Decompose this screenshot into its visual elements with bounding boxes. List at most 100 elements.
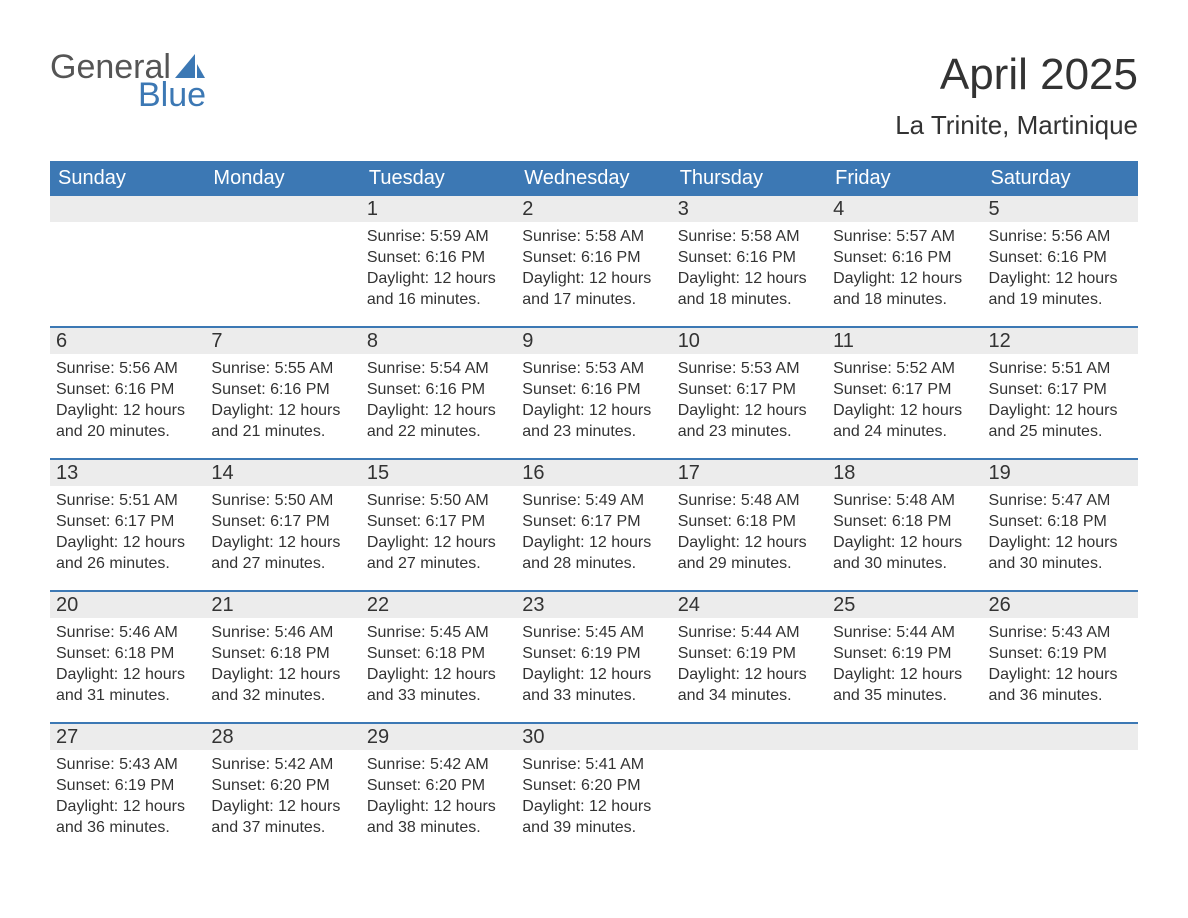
sunrise-text: Sunrise: 5:45 AM xyxy=(522,622,665,643)
daylight-text: Daylight: 12 hours and 30 minutes. xyxy=(989,532,1132,574)
daylight-text: Daylight: 12 hours and 23 minutes. xyxy=(522,400,665,442)
sunrise-text: Sunrise: 5:48 AM xyxy=(833,490,976,511)
day-cell: 2Sunrise: 5:58 AMSunset: 6:16 PMDaylight… xyxy=(516,196,671,326)
day-body: Sunrise: 5:54 AMSunset: 6:16 PMDaylight:… xyxy=(361,354,516,442)
page-header: General Blue April 2025 La Trinite, Mart… xyxy=(50,50,1138,141)
week-row: ..1Sunrise: 5:59 AMSunset: 6:16 PMDaylig… xyxy=(50,196,1138,326)
day-number: 4 xyxy=(827,196,982,222)
week-row: 20Sunrise: 5:46 AMSunset: 6:18 PMDayligh… xyxy=(50,590,1138,722)
weeks-container: ..1Sunrise: 5:59 AMSunset: 6:16 PMDaylig… xyxy=(50,196,1138,854)
daylight-text: Daylight: 12 hours and 25 minutes. xyxy=(989,400,1132,442)
weekday-header: Wednesday xyxy=(516,161,671,196)
sunset-text: Sunset: 6:16 PM xyxy=(367,379,510,400)
daylight-text: Daylight: 12 hours and 39 minutes. xyxy=(522,796,665,838)
day-body: Sunrise: 5:44 AMSunset: 6:19 PMDaylight:… xyxy=(827,618,982,706)
day-body xyxy=(205,222,360,226)
sunset-text: Sunset: 6:20 PM xyxy=(211,775,354,796)
daylight-text: Daylight: 12 hours and 37 minutes. xyxy=(211,796,354,838)
daylight-text: Daylight: 12 hours and 33 minutes. xyxy=(367,664,510,706)
sunrise-text: Sunrise: 5:46 AM xyxy=(211,622,354,643)
sunset-text: Sunset: 6:17 PM xyxy=(833,379,976,400)
daylight-text: Daylight: 12 hours and 38 minutes. xyxy=(367,796,510,838)
sunset-text: Sunset: 6:17 PM xyxy=(678,379,821,400)
sunrise-text: Sunrise: 5:58 AM xyxy=(522,226,665,247)
sunset-text: Sunset: 6:20 PM xyxy=(522,775,665,796)
sunrise-text: Sunrise: 5:57 AM xyxy=(833,226,976,247)
daylight-text: Daylight: 12 hours and 26 minutes. xyxy=(56,532,199,574)
daylight-text: Daylight: 12 hours and 34 minutes. xyxy=(678,664,821,706)
day-cell: 10Sunrise: 5:53 AMSunset: 6:17 PMDayligh… xyxy=(672,328,827,458)
week-row: 27Sunrise: 5:43 AMSunset: 6:19 PMDayligh… xyxy=(50,722,1138,854)
sunrise-text: Sunrise: 5:51 AM xyxy=(989,358,1132,379)
day-cell: . xyxy=(50,196,205,326)
day-number: 13 xyxy=(50,460,205,486)
daylight-text: Daylight: 12 hours and 18 minutes. xyxy=(678,268,821,310)
day-number: 24 xyxy=(672,592,827,618)
day-number: 1 xyxy=(361,196,516,222)
sunset-text: Sunset: 6:18 PM xyxy=(56,643,199,664)
day-number: 21 xyxy=(205,592,360,618)
day-body: Sunrise: 5:58 AMSunset: 6:16 PMDaylight:… xyxy=(516,222,671,310)
day-body: Sunrise: 5:46 AMSunset: 6:18 PMDaylight:… xyxy=(50,618,205,706)
day-body: Sunrise: 5:45 AMSunset: 6:19 PMDaylight:… xyxy=(516,618,671,706)
day-cell: 30Sunrise: 5:41 AMSunset: 6:20 PMDayligh… xyxy=(516,724,671,854)
daylight-text: Daylight: 12 hours and 35 minutes. xyxy=(833,664,976,706)
day-body: Sunrise: 5:59 AMSunset: 6:16 PMDaylight:… xyxy=(361,222,516,310)
day-number: 11 xyxy=(827,328,982,354)
day-body: Sunrise: 5:43 AMSunset: 6:19 PMDaylight:… xyxy=(983,618,1138,706)
day-cell: 16Sunrise: 5:49 AMSunset: 6:17 PMDayligh… xyxy=(516,460,671,590)
day-body: Sunrise: 5:50 AMSunset: 6:17 PMDaylight:… xyxy=(361,486,516,574)
weekday-header: Monday xyxy=(205,161,360,196)
sunset-text: Sunset: 6:19 PM xyxy=(522,643,665,664)
day-body xyxy=(827,750,982,754)
sunrise-text: Sunrise: 5:44 AM xyxy=(678,622,821,643)
day-body: Sunrise: 5:51 AMSunset: 6:17 PMDaylight:… xyxy=(983,354,1138,442)
day-number: 18 xyxy=(827,460,982,486)
day-cell: 18 Sunrise: 5:48 AMSunset: 6:18 PMDayligh… xyxy=(827,460,982,590)
daylight-text: Daylight: 12 hours and 30 minutes. xyxy=(833,532,976,574)
sunrise-text: Sunrise: 5:56 AM xyxy=(56,358,199,379)
day-number: 17 xyxy=(672,460,827,486)
logo-text-bottom: Blue xyxy=(50,78,206,112)
day-number: . xyxy=(205,196,360,222)
sunrise-text: Sunrise: 5:59 AM xyxy=(367,226,510,247)
day-number: 27 xyxy=(50,724,205,750)
day-cell: 22Sunrise: 5:45 AMSunset: 6:18 PMDayligh… xyxy=(361,592,516,722)
sunset-text: Sunset: 6:18 PM xyxy=(211,643,354,664)
day-cell: 20Sunrise: 5:46 AMSunset: 6:18 PMDayligh… xyxy=(50,592,205,722)
day-cell: 11Sunrise: 5:52 AMSunset: 6:17 PMDayligh… xyxy=(827,328,982,458)
day-body: Sunrise: 5:50 AMSunset: 6:17 PMDaylight:… xyxy=(205,486,360,574)
sunset-text: Sunset: 6:19 PM xyxy=(678,643,821,664)
sunset-text: Sunset: 6:18 PM xyxy=(833,511,976,532)
sunrise-text: Sunrise: 5:55 AM xyxy=(211,358,354,379)
day-cell: . xyxy=(827,724,982,854)
day-number: 22 xyxy=(361,592,516,618)
sunrise-text: Sunrise: 5:48 AM xyxy=(678,490,821,511)
sunrise-text: Sunrise: 5:50 AM xyxy=(211,490,354,511)
daylight-text: Daylight: 12 hours and 19 minutes. xyxy=(989,268,1132,310)
day-cell: 8Sunrise: 5:54 AMSunset: 6:16 PMDaylight… xyxy=(361,328,516,458)
sunset-text: Sunset: 6:17 PM xyxy=(56,511,199,532)
day-cell: 4Sunrise: 5:57 AMSunset: 6:16 PMDaylight… xyxy=(827,196,982,326)
day-number: 25 xyxy=(827,592,982,618)
daylight-text: Daylight: 12 hours and 22 minutes. xyxy=(367,400,510,442)
daylight-text: Daylight: 12 hours and 36 minutes. xyxy=(989,664,1132,706)
daylight-text: Daylight: 12 hours and 24 minutes. xyxy=(833,400,976,442)
daylight-text: Daylight: 12 hours and 18 minutes. xyxy=(833,268,976,310)
daylight-text: Daylight: 12 hours and 16 minutes. xyxy=(367,268,510,310)
day-body: Sunrise: 5:46 AMSunset: 6:18 PMDaylight:… xyxy=(205,618,360,706)
day-cell: 28Sunrise: 5:42 AMSunset: 6:20 PMDayligh… xyxy=(205,724,360,854)
sunset-text: Sunset: 6:19 PM xyxy=(989,643,1132,664)
month-title: April 2025 xyxy=(895,50,1138,100)
day-number: . xyxy=(50,196,205,222)
day-cell: 7Sunrise: 5:55 AMSunset: 6:16 PMDaylight… xyxy=(205,328,360,458)
day-cell: 19Sunrise: 5:47 AMSunset: 6:18 PMDayligh… xyxy=(983,460,1138,590)
day-cell: 1Sunrise: 5:59 AMSunset: 6:16 PMDaylight… xyxy=(361,196,516,326)
day-cell: . xyxy=(205,196,360,326)
sunrise-text: Sunrise: 5:42 AM xyxy=(367,754,510,775)
sunrise-text: Sunrise: 5:50 AM xyxy=(367,490,510,511)
sunrise-text: Sunrise: 5:51 AM xyxy=(56,490,199,511)
day-cell: 26Sunrise: 5:43 AMSunset: 6:19 PMDayligh… xyxy=(983,592,1138,722)
day-number: 26 xyxy=(983,592,1138,618)
sunset-text: Sunset: 6:17 PM xyxy=(211,511,354,532)
